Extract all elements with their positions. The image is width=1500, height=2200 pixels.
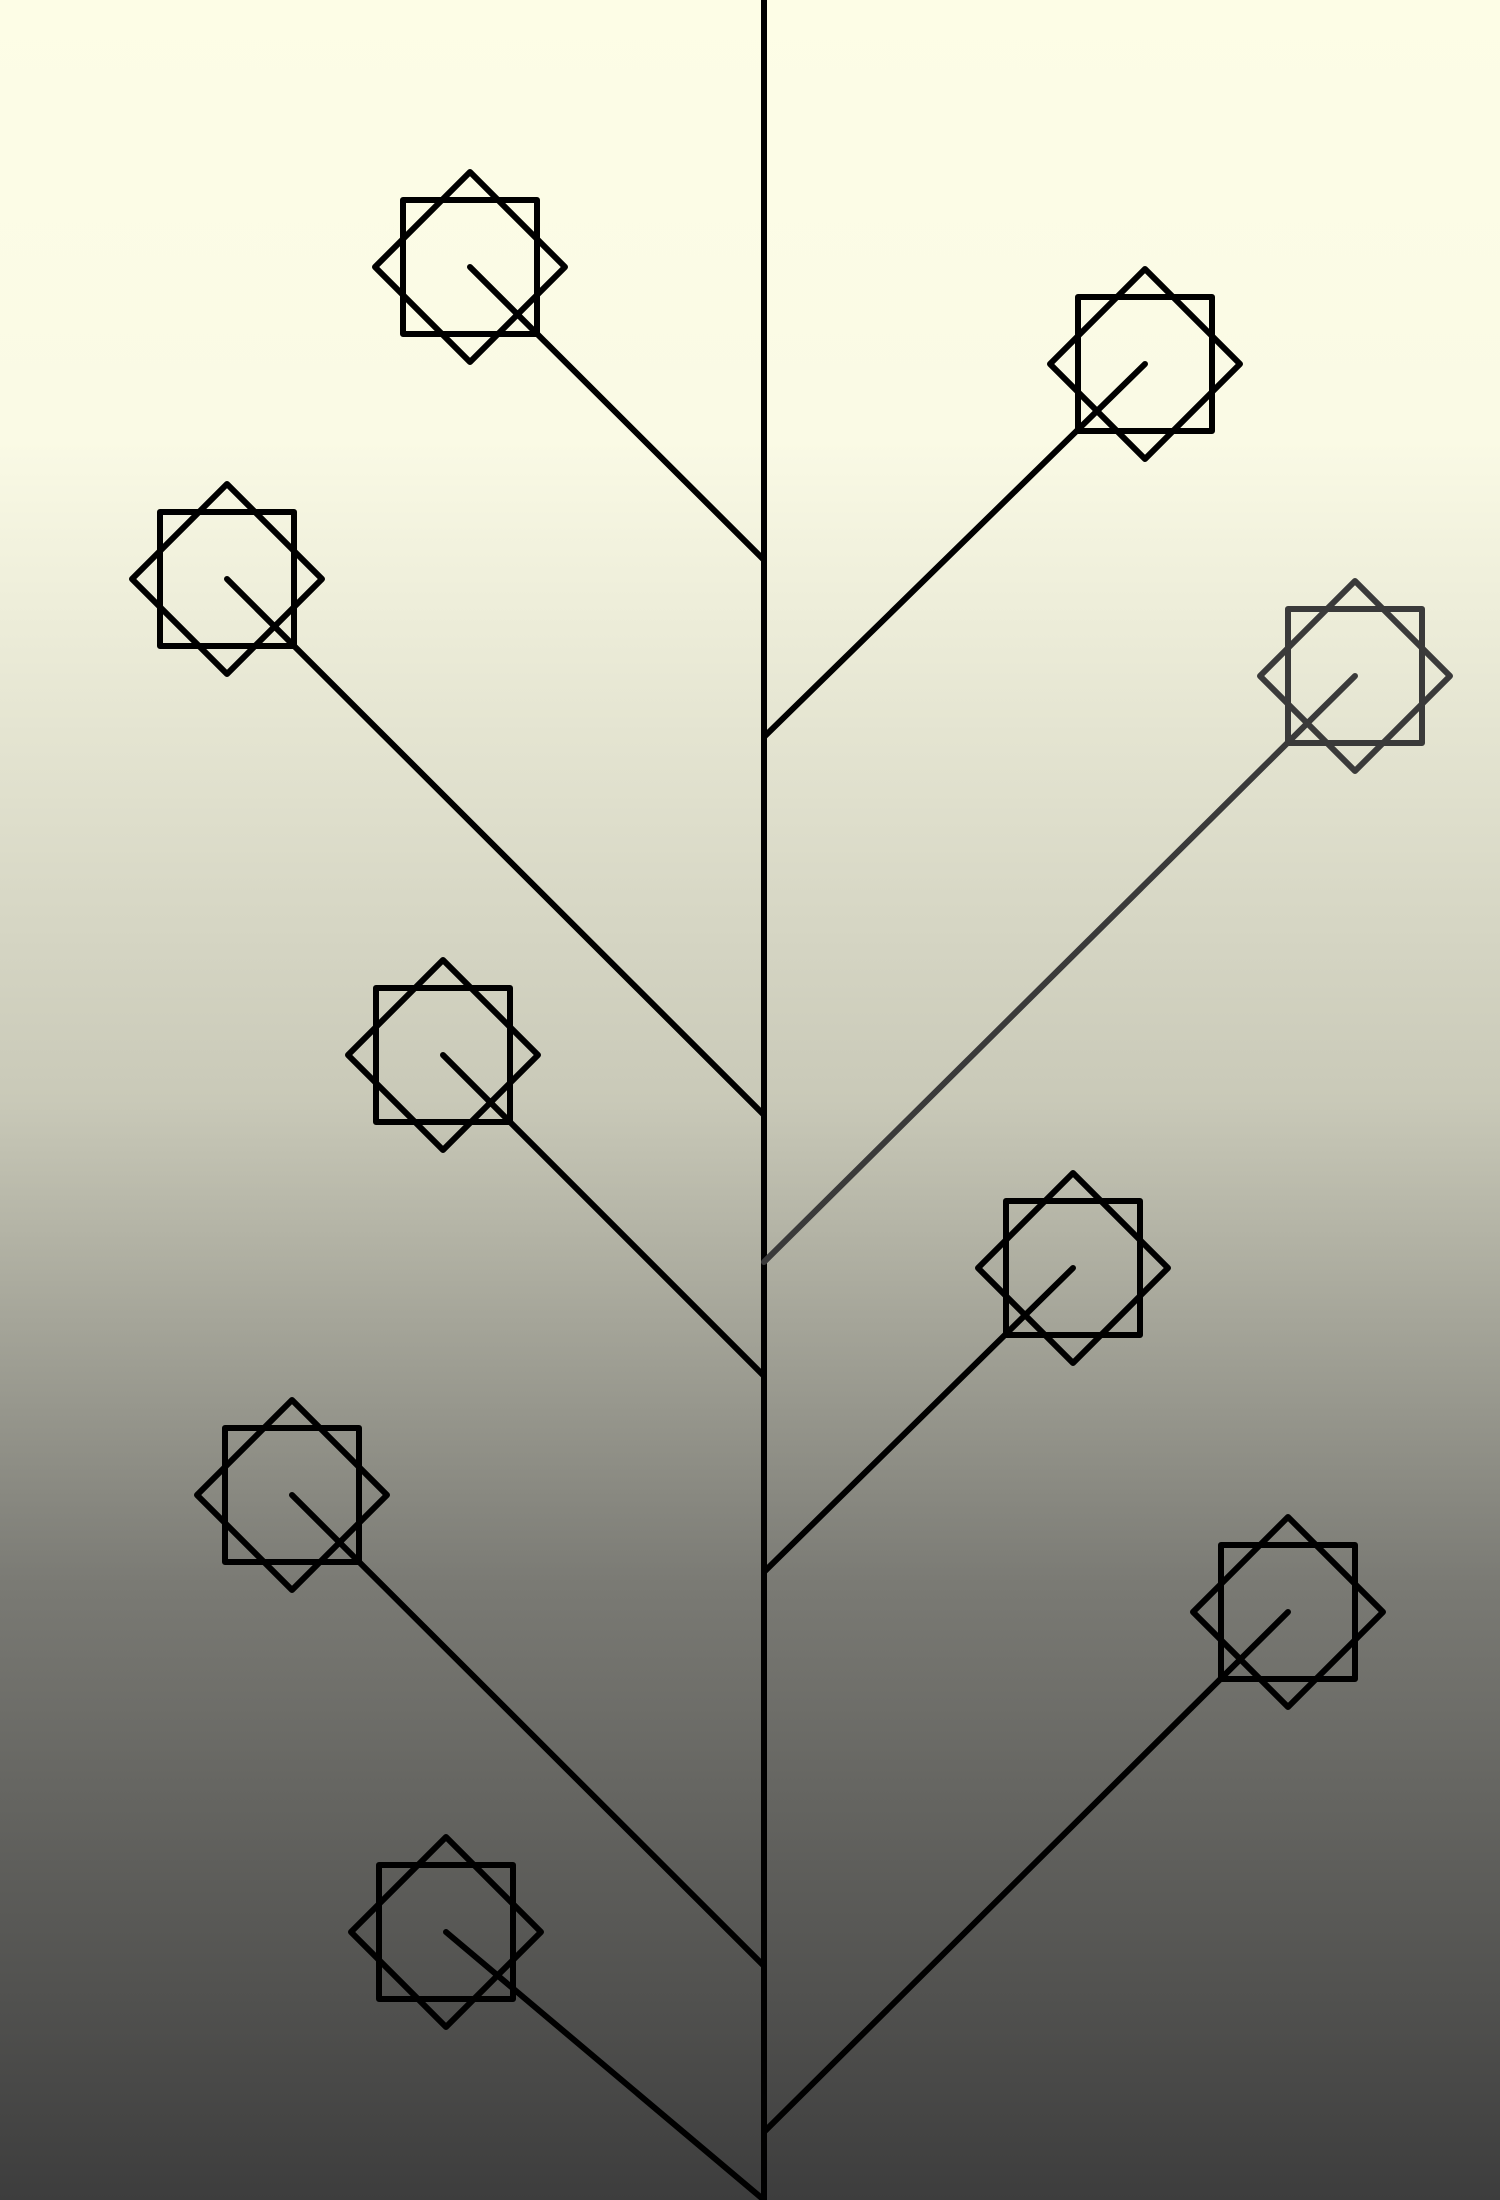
leaf-square bbox=[1003, 1198, 1143, 1338]
branch-center-right bbox=[761, 1265, 1076, 1575]
branch-lower-left bbox=[289, 1492, 767, 1969]
leaf-diamond bbox=[1257, 578, 1453, 774]
leaf-square bbox=[376, 1862, 516, 2002]
leaf-diamond bbox=[194, 1397, 390, 1593]
leaf-square bbox=[1285, 606, 1425, 746]
leaf-square bbox=[1218, 1542, 1358, 1682]
leaf-star-icon bbox=[129, 481, 325, 677]
leaf-diamond bbox=[345, 957, 541, 1153]
leaf-star-icon bbox=[194, 1397, 390, 1593]
leaf-star-icon bbox=[975, 1170, 1171, 1366]
leaf-diamond bbox=[129, 481, 325, 677]
leaf-star-icon bbox=[345, 957, 541, 1153]
branch-center-left bbox=[440, 1052, 767, 1379]
leaf-diamond bbox=[348, 1834, 544, 2030]
branch-mid-left-long bbox=[224, 576, 767, 1118]
leaf-star-icon bbox=[1190, 1514, 1386, 1710]
leaf-diamond bbox=[1047, 266, 1243, 462]
leaf-diamond bbox=[1190, 1514, 1386, 1710]
leaf-star-icon bbox=[1257, 578, 1453, 774]
leaf-diamond bbox=[975, 1170, 1171, 1366]
tree bbox=[129, 0, 1453, 2200]
leaf-diamond bbox=[372, 169, 568, 365]
leaf-square bbox=[222, 1425, 362, 1565]
leaf-star-icon bbox=[1047, 266, 1243, 462]
branch-lower-right bbox=[761, 1609, 1291, 2135]
leaf-square bbox=[157, 509, 297, 649]
leaf-square bbox=[400, 197, 540, 337]
leaf-star-icon bbox=[348, 1834, 544, 2030]
branch-upper-right bbox=[761, 361, 1148, 740]
branch-mid-right-long bbox=[761, 673, 1358, 1265]
leaf-star-icon bbox=[372, 169, 568, 365]
leaf-square bbox=[373, 985, 513, 1125]
leaf-square bbox=[1075, 294, 1215, 434]
